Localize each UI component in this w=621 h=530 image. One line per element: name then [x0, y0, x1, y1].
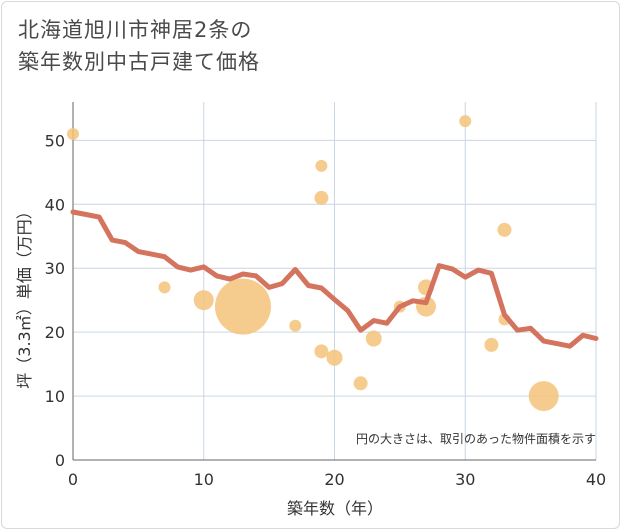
y-tick-label: 0: [55, 451, 65, 470]
y-tick-label: 20: [45, 323, 65, 342]
bubble: [528, 381, 559, 412]
bubble: [314, 190, 329, 205]
bubble: [314, 344, 329, 359]
bubble: [315, 159, 328, 172]
x-tick-label: 10: [194, 470, 214, 489]
x-axis-label: 築年数（年）: [287, 499, 383, 518]
x-tick-label: 30: [455, 470, 475, 489]
title-line-1: 北海道旭川市神居2条の: [18, 18, 253, 42]
y-tick-label: 50: [45, 131, 65, 150]
y-axis-label: 坪（3.3㎡）単価（万円）: [15, 203, 34, 388]
title-line-2: 築年数別中古戸建て価格: [18, 50, 260, 74]
bubble: [497, 222, 512, 237]
bubble: [353, 376, 368, 391]
y-tick-label: 10: [45, 387, 65, 406]
bubble: [289, 319, 302, 332]
x-tick-label: 40: [586, 470, 606, 489]
bubble-size-note: 円の大きさは、取引のあった物件面積を示す: [356, 431, 596, 446]
bubble: [365, 330, 382, 347]
bubble: [214, 278, 271, 335]
bubble-layer: [67, 115, 559, 412]
x-tick-label: 0: [68, 470, 78, 489]
y-tick-label: 30: [45, 259, 65, 278]
bubble: [459, 115, 472, 128]
bubble: [67, 127, 79, 140]
y-tick-label: 40: [45, 195, 65, 214]
bubble: [326, 349, 343, 366]
tick-labels: 0 10 20 30 40 0 10 20 30 40 50: [45, 131, 607, 489]
bubble: [158, 281, 171, 294]
chart-title: 北海道旭川市神居2条の 築年数別中古戸建て価格: [18, 14, 260, 78]
price-line: [70, 209, 599, 349]
x-tick-label: 20: [324, 470, 344, 489]
bubble: [484, 337, 499, 352]
bubble: [193, 290, 214, 311]
grid: [72, 102, 597, 461]
